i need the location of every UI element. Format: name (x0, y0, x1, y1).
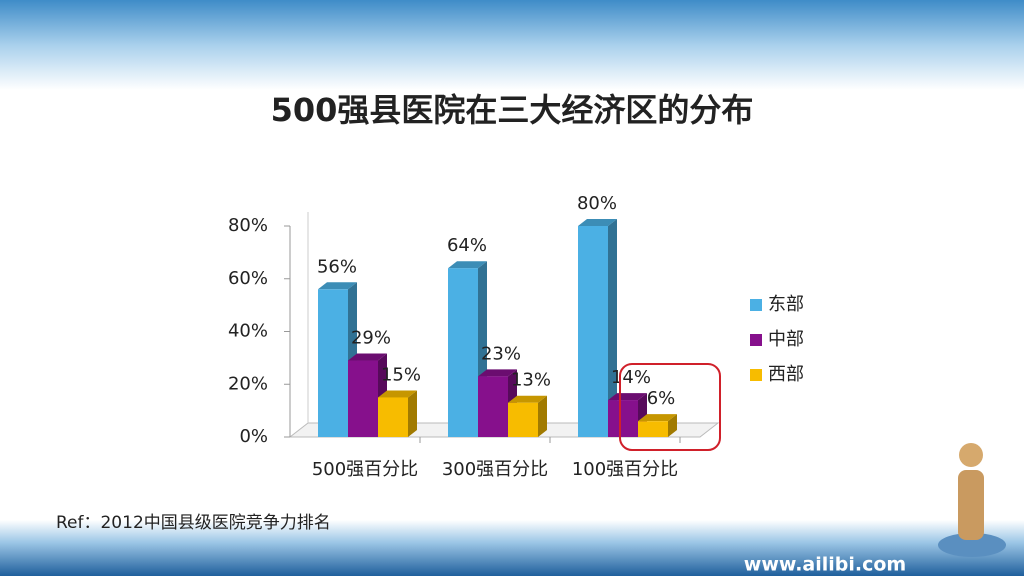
bar (318, 289, 348, 437)
bar-side (668, 414, 677, 437)
footer-band (0, 520, 1024, 576)
bar (478, 376, 508, 437)
bar-top (448, 261, 487, 269)
x-tick-label: 300强百分比 (442, 459, 548, 480)
legend-label: 西部 (768, 364, 804, 385)
bar-top (478, 369, 517, 377)
bar-top (318, 282, 357, 290)
y-tick-label: 80% (228, 215, 268, 236)
y-tick-label: 60% (228, 268, 268, 289)
bar-top (348, 353, 387, 361)
bar-side (538, 395, 547, 437)
bar (578, 226, 608, 437)
bar (378, 397, 408, 437)
value-label: 29% (351, 328, 391, 349)
header-band (0, 0, 1024, 90)
title: 500强县医院在三大经济区的分布 (271, 91, 754, 129)
bar-top (578, 219, 617, 226)
value-label: 64% (447, 235, 487, 256)
value-label: 80% (577, 193, 617, 214)
value-label: 14% (611, 367, 651, 388)
bar (608, 400, 638, 437)
value-label: 15% (381, 364, 421, 385)
y-tick-label: 20% (228, 373, 268, 394)
bar (348, 360, 378, 437)
legend-swatch (750, 334, 762, 346)
legend-swatch (750, 369, 762, 381)
value-label: 56% (317, 256, 357, 277)
statue (938, 443, 1006, 557)
bar-top (508, 395, 547, 403)
value-label: 6% (647, 388, 676, 409)
legend-label: 东部 (768, 294, 804, 315)
x-tick-label: 100强百分比 (572, 459, 678, 480)
highlight-box (619, 363, 721, 451)
bar-side (608, 219, 617, 437)
plot: 0% 20% 40% 60% 80% 500强百分比 300强百分比 100强百分比 56% 64… (228, 193, 804, 480)
bar-top (608, 393, 647, 401)
y-tick-label: 40% (228, 321, 268, 342)
bar (448, 268, 478, 437)
bar-top (378, 390, 417, 398)
value-label: 23% (481, 343, 521, 364)
x-tick-label: 500强百分比 (312, 459, 418, 480)
legend-label: 中部 (768, 329, 804, 350)
bar-side (408, 390, 417, 437)
bar (508, 402, 538, 437)
footnote: Ref：2012中国县级医院竞争力排名 (56, 513, 331, 533)
value-label: 13% (511, 370, 551, 391)
bar-top (638, 414, 677, 422)
bar (638, 421, 668, 437)
legend-swatch (750, 299, 762, 311)
y-tick-label: 0% (239, 426, 268, 447)
watermark: www.ailibi.com (744, 554, 906, 576)
